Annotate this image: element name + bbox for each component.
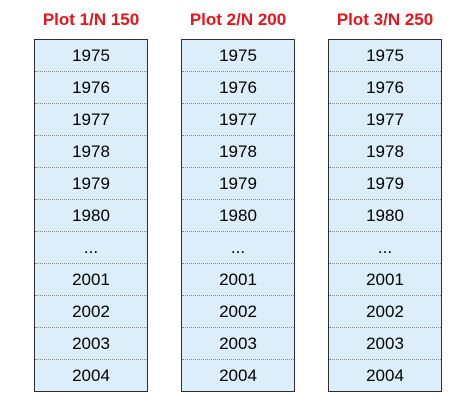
- year-cell: 2004: [219, 366, 257, 385]
- plot-title: Plot 2/N 200: [189, 10, 287, 29]
- year-cell: 2001: [182, 264, 294, 296]
- plot-title: Plot 3/N 250: [336, 10, 434, 29]
- year-cell: 1975: [182, 40, 294, 72]
- year-list: 1975 1976 1977 1978 1979 1980... 2001 2002 2003 2…: [181, 39, 295, 392]
- year-list: 1975 1976 1977 1978 1979 1980... 2001 2002 2003 2…: [34, 39, 148, 392]
- year-cell: 1980: [329, 200, 441, 232]
- ellipsis-cell: ...: [329, 232, 441, 264]
- year-cell: 2002: [329, 296, 441, 328]
- year-cell: 1978: [329, 136, 441, 168]
- ellipsis-cell: ...: [182, 232, 294, 264]
- year-cell: 2004: [366, 366, 404, 385]
- year-cell: 2002: [35, 296, 147, 328]
- year-cell: 2004: [72, 366, 110, 385]
- year-cell: 1977: [329, 104, 441, 136]
- year-list: 1975 1976 1977 1978 1979 1980... 2001 2002 2003 2…: [328, 39, 442, 392]
- year-cell: 2002: [182, 296, 294, 328]
- year-cell: 1980: [35, 200, 147, 232]
- year-cell: 1975: [329, 40, 441, 72]
- year-cell: 1976: [182, 72, 294, 104]
- year-cell: 1976: [329, 72, 441, 104]
- year-cell: 1980: [182, 200, 294, 232]
- year-cell: 1978: [182, 136, 294, 168]
- year-cell: 2001: [329, 264, 441, 296]
- year-cell: 1979: [329, 168, 441, 200]
- year-cell: 1977: [182, 104, 294, 136]
- year-cell: 2003: [35, 328, 147, 360]
- year-cell: 2003: [182, 328, 294, 360]
- year-cell: 1977: [35, 104, 147, 136]
- year-cell: 1979: [35, 168, 147, 200]
- year-cell: 1979: [182, 168, 294, 200]
- plot-2: Plot 2/N 200 1975 1976 1977 1978 1979 1980... 2…: [181, 8, 295, 392]
- ellipsis-cell: ...: [35, 232, 147, 264]
- year-cell: 1978: [35, 136, 147, 168]
- plot-3: Plot 3/N 250 1975 1976 1977 1978 1979 1980... 2…: [328, 8, 442, 392]
- year-cell: 1976: [35, 72, 147, 104]
- plot-1: Plot 1/N 150 1975 1976 1977 1978 1979 1980... 2…: [34, 8, 148, 392]
- year-cell: 2003: [329, 328, 441, 360]
- year-cell: 2001: [35, 264, 147, 296]
- plot-title: Plot 1/N 150: [42, 10, 140, 29]
- year-cell: 1975: [35, 40, 147, 72]
